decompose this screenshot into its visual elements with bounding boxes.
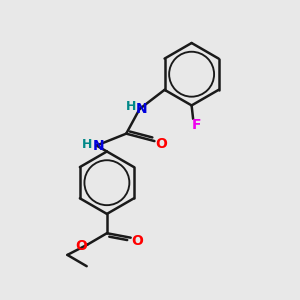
Text: N: N xyxy=(93,139,105,152)
Text: O: O xyxy=(131,234,143,248)
Text: O: O xyxy=(155,137,167,151)
Text: H: H xyxy=(82,138,92,151)
Text: O: O xyxy=(75,239,87,253)
Text: N: N xyxy=(136,102,148,116)
Text: F: F xyxy=(191,118,201,132)
Text: H: H xyxy=(125,100,136,112)
